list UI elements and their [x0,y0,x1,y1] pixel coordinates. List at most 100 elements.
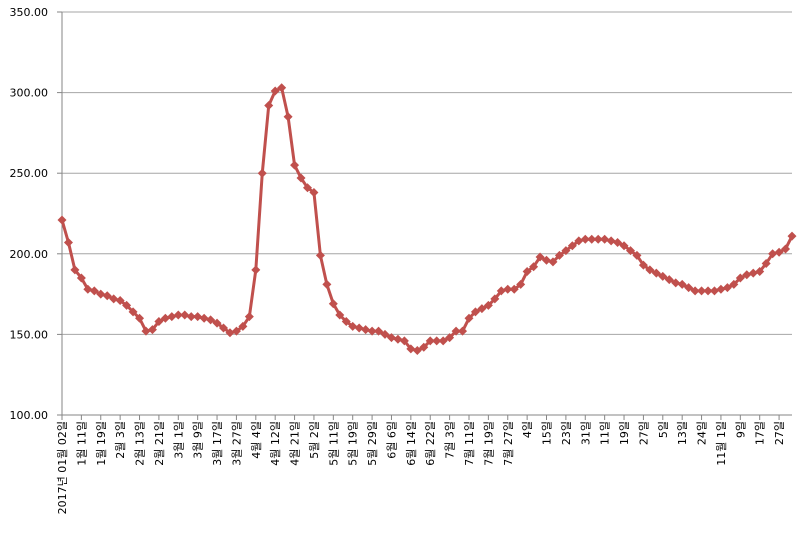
point-marker [567,241,577,251]
point-marker [419,342,429,352]
point-marker [115,296,125,306]
y-tick-label: 350.00 [10,6,49,19]
point-marker [367,326,377,336]
x-tick-label: 5일 [656,421,670,438]
point-marker [296,173,306,183]
point-marker [742,270,752,280]
y-tick-label: 300.00 [10,87,49,100]
point-marker [748,268,758,278]
x-tick-label: 6월 14일 [404,421,418,466]
point-marker [625,246,635,256]
point-marker [89,286,99,296]
point-marker [128,307,138,317]
point-marker [587,234,597,244]
point-marker [613,238,623,248]
point-marker [283,112,293,122]
point-marker [302,183,312,193]
point-marker [147,325,157,335]
point-marker [315,250,325,260]
point-marker [464,313,474,323]
x-tick-label: 4월 12일 [268,421,282,466]
point-marker [658,271,668,281]
point-marker [722,283,732,293]
point-marker [264,100,274,110]
x-tick-label: 4월 21일 [288,421,302,466]
point-marker [96,289,106,299]
point-marker [503,284,513,294]
point-marker [606,236,616,246]
point-marker [348,321,358,331]
point-marker [451,326,461,336]
x-tick-label: 2월 21일 [152,421,166,466]
point-marker [458,326,468,336]
point-marker [425,336,435,346]
point-marker [380,329,390,339]
point-marker [768,249,778,259]
x-tick-label: 5월 29일 [365,421,379,466]
point-marker [160,313,170,323]
point-marker [167,312,177,322]
point-marker [63,238,73,248]
point-marker [684,283,694,293]
x-tick-label: 9일 [733,421,747,438]
x-tick-label: 3월 17일 [210,421,224,466]
point-marker [703,286,713,296]
point-marker [70,265,80,275]
point-marker [257,168,267,178]
point-marker [432,336,442,346]
point-marker [735,273,745,283]
x-tick-label: 1월 19일 [94,421,108,466]
x-tick-label: 2017년 01월 02일 [55,421,69,514]
x-tick-label: 24일 [695,421,709,445]
y-tick-label: 150.00 [10,328,49,341]
point-marker [122,300,132,310]
x-tick-label: 11월 1일 [714,421,728,466]
point-marker [438,336,448,346]
point-marker [199,313,209,323]
point-marker [619,241,629,251]
point-marker [173,310,183,320]
point-marker [774,247,784,257]
point-marker [445,333,455,343]
point-marker [638,260,648,270]
x-tick-label: 5월 2일 [307,421,321,459]
y-tick-label: 100.00 [10,409,49,422]
point-marker [219,323,229,333]
point-marker [716,284,726,294]
x-tick-label: 27일 [636,421,650,445]
x-tick-label: 17일 [753,421,767,445]
x-tick-label: 5월 11일 [326,421,340,466]
point-marker [290,160,300,170]
point-marker [761,258,771,268]
point-marker [180,310,190,320]
point-marker [412,346,422,356]
point-marker [374,326,384,336]
x-tick-label: 7월 19일 [481,421,495,466]
point-marker [335,310,345,320]
x-tick-label: 4월 4일 [249,421,263,459]
point-marker [645,265,655,275]
x-tick-label: 19일 [617,421,631,445]
x-tick-label: 2월 3일 [113,421,127,459]
point-marker [709,286,719,296]
point-marker [328,299,338,309]
point-marker [83,284,93,294]
x-tick-label: 2월 13일 [133,421,147,466]
x-tick-label: 3월 1일 [171,421,185,459]
point-marker [496,286,506,296]
point-marker [277,83,287,93]
point-marker [154,317,164,327]
x-tick-label: 13일 [675,421,689,445]
point-marker [729,279,739,289]
x-tick-label: 4일 [520,421,534,438]
point-marker [671,278,681,288]
x-tick-label: 5월 19일 [346,421,360,466]
point-marker [516,279,526,289]
series-line [60,86,794,353]
point-marker [109,294,119,304]
point-marker [697,286,707,296]
point-marker [354,323,364,333]
x-tick-label: 1월 11일 [74,421,88,466]
point-marker [341,317,351,327]
